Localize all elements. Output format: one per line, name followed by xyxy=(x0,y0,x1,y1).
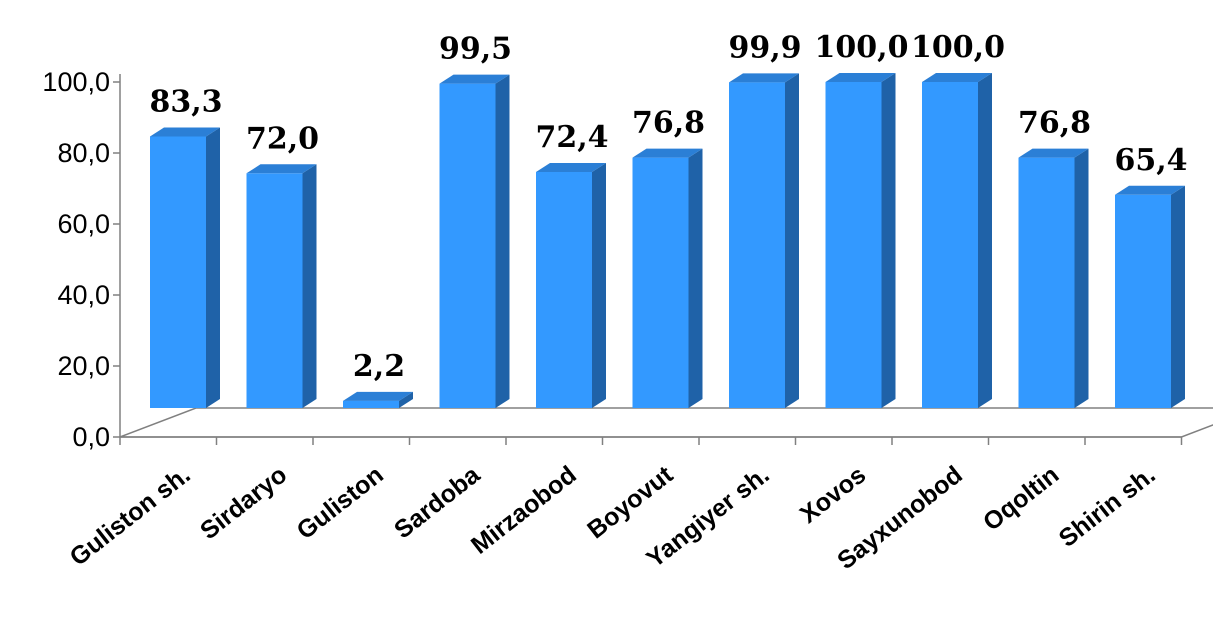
bar-front xyxy=(632,157,689,408)
category-label: Sardoba xyxy=(389,460,486,544)
bar-front xyxy=(729,82,785,409)
y-tick-label: 60,0 xyxy=(57,209,110,239)
bar-top xyxy=(632,148,703,158)
data-label: 100,0 xyxy=(911,30,1005,65)
bar-side xyxy=(592,162,606,408)
data-label: 65,4 xyxy=(1114,143,1187,178)
bar-side xyxy=(881,73,896,408)
bar-front xyxy=(246,173,303,408)
category-label: Guliston xyxy=(292,461,389,545)
bar-top xyxy=(150,127,220,137)
bar xyxy=(150,127,220,408)
data-label: 100,0 xyxy=(815,30,909,65)
bar xyxy=(439,74,510,408)
bar-front xyxy=(536,171,592,408)
bar-front xyxy=(1018,157,1075,408)
bar xyxy=(246,164,317,408)
bar-top xyxy=(439,74,510,84)
data-label: 2,2 xyxy=(353,349,405,384)
y-tick-label: 40,0 xyxy=(57,280,110,310)
y-tick-label: 80,0 xyxy=(57,138,110,168)
bar-front xyxy=(825,82,882,408)
bar-front xyxy=(439,83,496,408)
bar-side xyxy=(1171,185,1185,408)
bar-top xyxy=(1018,148,1089,158)
bar-top xyxy=(536,162,606,172)
bar xyxy=(343,391,413,408)
y-tick-label: 20,0 xyxy=(57,351,110,381)
bar-top xyxy=(729,73,799,83)
bar xyxy=(1018,148,1089,408)
data-label: 99,9 xyxy=(728,30,801,65)
y-tick-label: 0,0 xyxy=(72,422,110,452)
category-label: Sirdaryo xyxy=(195,461,292,546)
bar xyxy=(825,73,896,408)
data-label: 76,8 xyxy=(1018,106,1091,141)
bar-side xyxy=(206,127,220,408)
bar-front xyxy=(343,400,399,408)
floor-outline xyxy=(119,407,1213,438)
category-label: Shirin sh. xyxy=(1054,461,1161,553)
data-label: 72,0 xyxy=(246,121,319,156)
bar xyxy=(536,162,606,408)
bar-front xyxy=(150,136,206,408)
bar-side xyxy=(688,148,703,408)
data-label: 83,3 xyxy=(149,84,222,119)
bars xyxy=(150,73,1185,409)
data-label: 72,4 xyxy=(535,120,608,155)
bar-front xyxy=(1115,194,1171,408)
bar xyxy=(922,73,992,408)
bar xyxy=(632,148,703,408)
bar xyxy=(729,73,799,409)
bar-side xyxy=(495,74,510,408)
bar xyxy=(1115,185,1185,408)
category-label: Oqoltin xyxy=(978,461,1064,537)
bar-side xyxy=(785,73,799,409)
bar-top xyxy=(1115,185,1185,195)
bar-top xyxy=(825,73,896,82)
bar-side xyxy=(978,73,992,408)
category-label: Boyovut xyxy=(582,460,679,544)
bar-side xyxy=(302,164,317,408)
bar-top xyxy=(343,391,413,401)
axes: 0,0 20,0 40,0 60,0 80,0 100,0 xyxy=(42,67,1213,452)
category-label: Guliston sh. xyxy=(65,461,196,572)
bar-side xyxy=(1074,148,1089,408)
data-label: 76,8 xyxy=(632,106,705,141)
data-label: 99,5 xyxy=(439,32,512,67)
bar-side xyxy=(399,391,413,408)
y-tick-label: 100,0 xyxy=(42,67,110,97)
bar-front xyxy=(922,82,978,408)
bar-top xyxy=(246,164,317,174)
bar-top xyxy=(922,73,992,82)
category-label: Mirzaobod xyxy=(466,461,582,560)
category-label: Xovos xyxy=(795,461,871,529)
